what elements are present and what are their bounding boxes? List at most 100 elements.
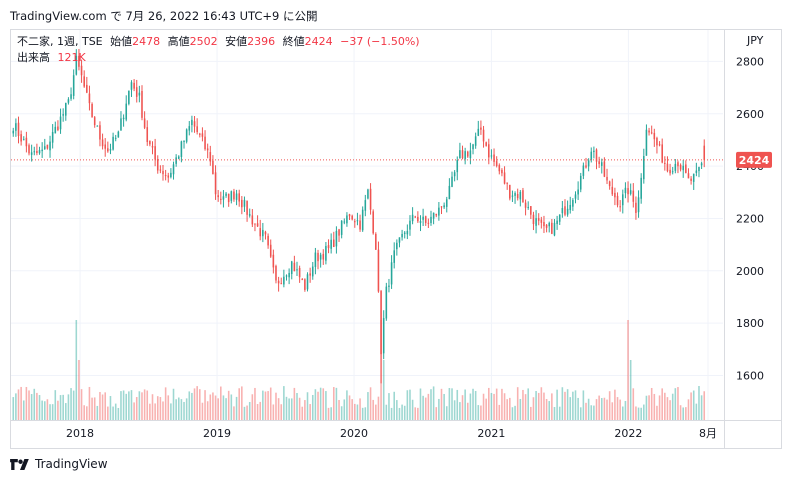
candle-body (595, 149, 598, 162)
volume-bar (59, 395, 62, 420)
candle-body (658, 144, 661, 146)
candle-body (59, 116, 62, 130)
volume-bar (96, 405, 99, 420)
volume-bar (135, 397, 138, 420)
x-tick-label: 2019 (203, 427, 231, 440)
last-price-tag (736, 151, 772, 168)
candle-body (122, 117, 125, 120)
volume-bar (482, 393, 485, 420)
volume-bar (503, 393, 506, 420)
volume-bar (453, 400, 456, 420)
volume-bar (438, 398, 440, 420)
volume-bar (569, 397, 572, 420)
candle-body (448, 185, 451, 200)
candle-body (603, 161, 606, 177)
candle-body (264, 231, 267, 235)
close-value: 2424 (304, 35, 333, 48)
open-value: 2478 (132, 35, 161, 48)
candle-body (170, 172, 172, 178)
candle-body (369, 188, 372, 210)
volume-bar (556, 389, 558, 420)
candle-body (104, 144, 106, 149)
candle-body (388, 285, 390, 287)
candle-body (627, 188, 629, 195)
candle-body (51, 131, 54, 143)
volume-bar (264, 391, 267, 420)
volume-bar (579, 407, 582, 420)
y-tick-label: 2000 (736, 265, 764, 278)
candle-body (650, 132, 653, 134)
volume-bar (432, 386, 435, 420)
volume-bar (464, 389, 466, 420)
volume-bar (177, 397, 180, 420)
candle-body (393, 250, 395, 263)
candle-body (685, 164, 687, 173)
candle-body (75, 55, 78, 75)
candle-body (598, 161, 600, 165)
candle-body (375, 233, 377, 250)
candle-body (154, 146, 156, 160)
candle-body (480, 127, 482, 130)
candle-body (551, 222, 553, 234)
volume-bar (130, 390, 133, 420)
candle-body (172, 164, 175, 175)
candle-body (474, 136, 477, 146)
volume-bar (128, 391, 130, 420)
candle-body (306, 274, 309, 290)
volume-bar (561, 387, 564, 420)
volume-bar (162, 401, 164, 420)
candle-body (99, 125, 101, 140)
volume-bar (309, 404, 311, 420)
candle-body (495, 161, 498, 166)
volume-bar (687, 399, 690, 420)
candle-body (406, 230, 409, 235)
volume-bar (595, 399, 598, 420)
candle-body (164, 175, 167, 177)
last-price-label: 2424 (739, 154, 770, 167)
candle-body (283, 276, 285, 285)
candle-body (482, 129, 485, 142)
volume-bar (164, 387, 167, 420)
volume-bar (545, 399, 548, 420)
candle-body (587, 160, 590, 167)
volume-bar (548, 401, 551, 420)
candle-body (629, 190, 632, 194)
volume-bar (674, 388, 677, 420)
volume-bar (46, 399, 49, 420)
candle-body (293, 262, 296, 272)
chart-frame[interactable] (10, 29, 782, 449)
candle-body (311, 266, 314, 277)
candle-body (593, 150, 595, 153)
candle-body (558, 214, 561, 222)
volume-bar (393, 391, 395, 420)
tradingview-logo-icon (10, 458, 29, 470)
volume-bar (233, 406, 235, 420)
currency-label: JPY (747, 34, 764, 47)
volume-bar (293, 387, 296, 420)
candle-body (435, 213, 438, 216)
candle-body (49, 141, 51, 151)
volume-bar (372, 399, 374, 420)
candle-body (690, 178, 692, 181)
candle-body (206, 148, 209, 151)
volume-bar (256, 404, 259, 420)
candle-body (503, 172, 506, 184)
candle-body (138, 92, 141, 96)
volume-bar (658, 395, 661, 420)
volume-bar (666, 397, 669, 420)
volume-bar (17, 389, 20, 420)
candle-body (327, 245, 330, 249)
candle-body (540, 219, 543, 223)
footer-branding[interactable]: TradingView (10, 457, 108, 471)
candle-body (632, 190, 635, 202)
candle-body (57, 126, 59, 131)
candle-body (91, 103, 93, 118)
volume-bar (143, 389, 146, 420)
volume-bar (498, 404, 501, 420)
volume-bar (530, 406, 532, 420)
candle-body (401, 233, 403, 238)
candle-body (621, 194, 624, 206)
candle-body (666, 163, 669, 172)
candle-body (225, 193, 227, 196)
